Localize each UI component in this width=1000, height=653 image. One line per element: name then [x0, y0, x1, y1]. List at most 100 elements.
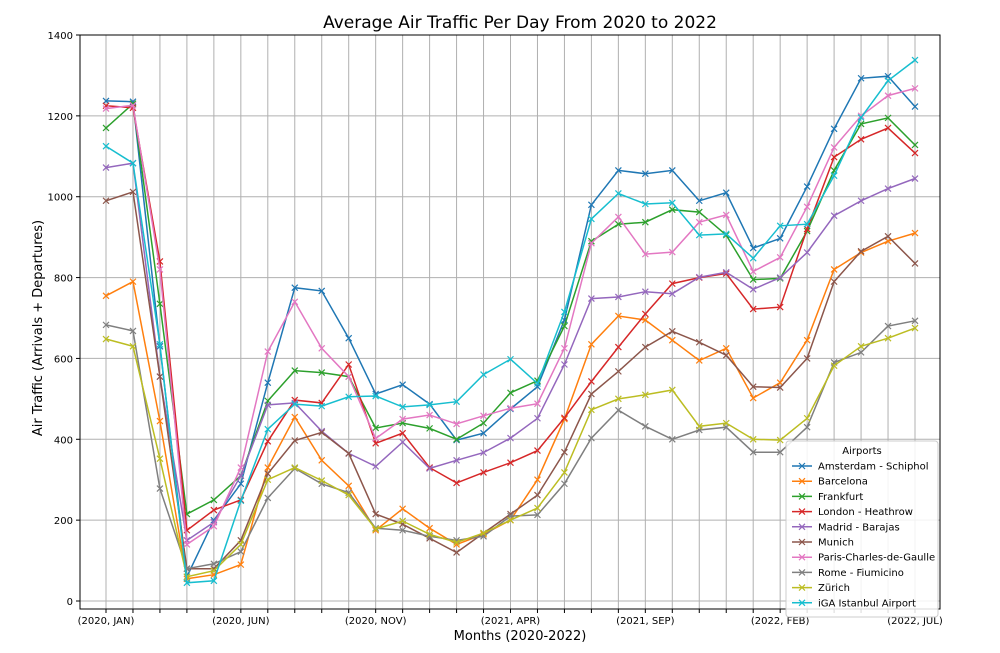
data-point-marker: [372, 435, 380, 442]
x-tick-label: (2022, FEB): [751, 616, 810, 627]
legend-entry: Barcelona: [792, 477, 868, 488]
legend-label: Barcelona: [818, 477, 868, 488]
data-point-marker: [911, 84, 919, 92]
data-point-marker: [480, 412, 487, 420]
legend-marker: [798, 508, 806, 516]
legend-entry: Zürich: [792, 583, 850, 594]
legend-label: Munich: [818, 538, 854, 549]
data-point-marker: [561, 361, 568, 368]
data-point-marker: [480, 419, 487, 427]
data-point-marker: [102, 335, 110, 343]
data-point-marker: [237, 540, 245, 548]
data-point-marker: [372, 462, 380, 470]
plot-area-border: [79, 34, 941, 610]
data-point-marker: [641, 343, 649, 351]
data-point-marker: [749, 276, 757, 284]
data-point-marker: [749, 394, 757, 402]
data-point-marker: [776, 253, 784, 261]
data-point-marker: [857, 342, 865, 350]
data-point-marker: [695, 273, 703, 281]
data-point-marker: [561, 448, 568, 456]
data-point-marker: [803, 183, 811, 191]
data-point-marker: [453, 420, 460, 428]
data-point-marker: [722, 351, 730, 359]
legend-marker: [798, 492, 806, 500]
data-point-marker: [911, 259, 919, 267]
data-point-marker: [453, 456, 460, 464]
data-point-marker: [884, 232, 892, 240]
chart-title: Average Air Traffic Per Day From 2020 to…: [323, 13, 717, 33]
data-point-marker: [264, 425, 272, 433]
data-point-marker: [480, 429, 487, 437]
data-point-marker: [291, 298, 299, 306]
data-point-marker: [641, 218, 649, 226]
data-point-marker: [453, 398, 460, 406]
data-point-marker: [668, 167, 676, 174]
data-point-marker: [534, 400, 541, 408]
data-point-marker: [426, 524, 434, 532]
data-point-marker: [884, 114, 892, 122]
y-tick-label: 800: [54, 274, 73, 285]
data-point-marker: [507, 389, 514, 397]
data-point-marker: [399, 526, 407, 534]
data-point-marker: [318, 477, 326, 484]
data-point-marker: [156, 300, 164, 308]
data-point-marker: [776, 234, 784, 242]
data-point-marker: [884, 322, 892, 330]
data-point-marker: [884, 77, 892, 85]
x-tick-label: (2021, APR): [481, 616, 541, 627]
data-point-marker: [695, 231, 703, 239]
legend-marker: [798, 538, 806, 546]
legend-entry: Frankfurt: [792, 492, 863, 503]
data-point-marker: [587, 239, 595, 247]
data-point-marker: [237, 548, 245, 556]
legend-entry: Amsterdam - Schiphol: [792, 462, 929, 473]
data-point-marker: [830, 125, 838, 133]
data-point-marker: [399, 517, 407, 525]
data-point-marker: [129, 278, 137, 286]
data-point-marker: [291, 464, 299, 472]
legend-entry: iGA Istanbul Airport: [792, 598, 916, 609]
data-point-marker: [641, 422, 649, 430]
data-point-marker: [776, 384, 784, 391]
data-point-marker: [237, 464, 245, 472]
data-point-marker: [345, 393, 353, 401]
data-point-marker: [776, 303, 784, 311]
data-point-marker: [399, 429, 407, 437]
data-point-marker: [668, 327, 676, 335]
data-point-marker: [507, 459, 514, 467]
legend-marker: [798, 477, 806, 485]
data-point-marker: [614, 406, 622, 414]
data-point-marker: [291, 367, 299, 374]
data-point-marker: [614, 343, 622, 351]
legend-label: London - Heathrow: [818, 507, 913, 518]
legend-label: iGA Istanbul Airport: [818, 598, 916, 609]
data-point-marker: [291, 400, 299, 408]
legend-label: Paris-Charles-de-Gaulle: [818, 553, 935, 564]
data-point-marker: [911, 141, 919, 149]
data-point-marker: [587, 406, 595, 414]
legend-label: Zürich: [818, 583, 850, 594]
legend-label: Madrid - Barajas: [818, 522, 900, 533]
data-point-marker: [534, 414, 541, 422]
data-point-marker: [857, 135, 865, 143]
data-point-marker: [318, 428, 326, 436]
data-point-marker: [534, 511, 541, 519]
data-point-marker: [102, 292, 110, 300]
data-point-marker: [857, 74, 865, 82]
data-point-marker: [372, 439, 380, 447]
y-tick-label: 200: [54, 516, 73, 527]
x-tick-label: (2020, NOV): [345, 616, 407, 627]
data-point-marker: [830, 143, 838, 151]
data-point-marker: [587, 378, 595, 385]
data-point-marker: [830, 278, 838, 286]
data-point-marker: [480, 469, 487, 476]
data-point-marker: [210, 522, 218, 530]
data-point-marker: [884, 334, 892, 342]
data-point-marker: [399, 381, 407, 389]
data-point-marker: [857, 247, 865, 255]
data-point-marker: [911, 149, 919, 157]
data-point-marker: [587, 434, 595, 442]
series-munich: [102, 188, 919, 573]
